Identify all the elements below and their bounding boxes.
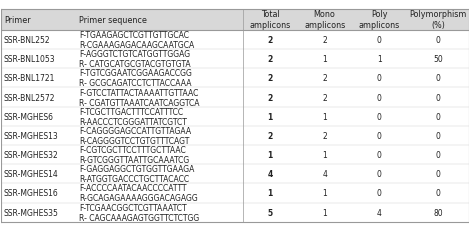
Text: F-TCGCTTGACTTTCCATTTCC: F-TCGCTTGACTTTCCATTTCC bbox=[80, 107, 183, 116]
Text: 1: 1 bbox=[267, 189, 273, 198]
Text: 4: 4 bbox=[322, 170, 327, 178]
Text: Primer: Primer bbox=[4, 16, 31, 25]
Text: R-GCAGAGAAAAGGGACAGAGG: R-GCAGAGAAAAGGGACAGAGG bbox=[80, 194, 198, 202]
Text: 0: 0 bbox=[436, 93, 440, 102]
Text: F-TGTCGGAATCGGAAGACCGG: F-TGTCGGAATCGGAAGACCGG bbox=[80, 69, 192, 78]
Text: 1: 1 bbox=[267, 151, 273, 159]
Text: Poly
amplicons: Poly amplicons bbox=[359, 10, 400, 30]
Text: 0: 0 bbox=[377, 112, 382, 121]
Text: SSR-BNL252: SSR-BNL252 bbox=[4, 36, 51, 45]
Text: SSR-MGHES35: SSR-MGHES35 bbox=[4, 208, 59, 217]
Text: F-TCGAACGGCTCGTTAAATCT: F-TCGAACGGCTCGTTAAATCT bbox=[80, 203, 187, 212]
Text: SSR-MGHES6: SSR-MGHES6 bbox=[4, 112, 54, 121]
Text: SSR-BNL1053: SSR-BNL1053 bbox=[4, 55, 55, 64]
Text: 0: 0 bbox=[436, 36, 440, 45]
Text: 0: 0 bbox=[436, 170, 440, 178]
Text: 2: 2 bbox=[267, 131, 273, 140]
Text: Mono
amplicons: Mono amplicons bbox=[304, 10, 345, 30]
Text: F-ACCCCAATACAACCCCATTT: F-ACCCCAATACAACCCCATTT bbox=[80, 184, 187, 193]
Text: 2: 2 bbox=[322, 36, 327, 45]
Text: R- CGATGTTAAATCAATCAGGTCA: R- CGATGTTAAATCAATCAGGTCA bbox=[80, 98, 200, 107]
Text: 0: 0 bbox=[436, 151, 440, 159]
Text: 2: 2 bbox=[267, 74, 273, 83]
Text: R-ATGGTGACCCTGCTTACACC: R-ATGGTGACCCTGCTTACACC bbox=[80, 175, 190, 183]
Text: R- CATGCATGCGTACGTGTGTA: R- CATGCATGCGTACGTGTGTA bbox=[80, 60, 191, 69]
Text: SSR-MGHES13: SSR-MGHES13 bbox=[4, 131, 59, 140]
Text: 50: 50 bbox=[433, 55, 443, 64]
Text: 0: 0 bbox=[377, 36, 382, 45]
Text: R-CGAAAGAGACAAGCAATGCA: R-CGAAAGAGACAAGCAATGCA bbox=[80, 41, 195, 50]
Text: 0: 0 bbox=[377, 131, 382, 140]
Text: SSR-MGHES14: SSR-MGHES14 bbox=[4, 170, 59, 178]
Text: SSR-BNL2572: SSR-BNL2572 bbox=[4, 93, 55, 102]
Text: 0: 0 bbox=[436, 189, 440, 198]
Text: SSR-BNL1721: SSR-BNL1721 bbox=[4, 74, 55, 83]
Text: 0: 0 bbox=[377, 189, 382, 198]
Text: 5: 5 bbox=[267, 208, 273, 217]
Bar bbox=[0, 10, 469, 31]
Text: 2: 2 bbox=[267, 93, 273, 102]
Text: 1: 1 bbox=[322, 55, 327, 64]
Text: Primer sequence: Primer sequence bbox=[80, 16, 147, 25]
Text: 1: 1 bbox=[322, 151, 327, 159]
Text: 1: 1 bbox=[322, 208, 327, 217]
Text: 0: 0 bbox=[377, 74, 382, 83]
Text: 80: 80 bbox=[433, 208, 443, 217]
Text: R- CAGCAAAGAGTGGTTCTCTGG: R- CAGCAAAGAGTGGTTCTCTGG bbox=[80, 213, 200, 222]
Text: F-TGAAGAGCTCGTTGTTGCAC: F-TGAAGAGCTCGTTGTTGCAC bbox=[80, 31, 190, 40]
Text: 0: 0 bbox=[377, 151, 382, 159]
Text: F-CGTCGCTTCCTTTGCTTAAC: F-CGTCGCTTCCTTTGCTTAAC bbox=[80, 146, 186, 154]
Text: 2: 2 bbox=[322, 93, 327, 102]
Text: F-CAGGGGAGCCATTGTTAGAA: F-CAGGGGAGCCATTGTTAGAA bbox=[80, 126, 191, 135]
Text: 0: 0 bbox=[377, 93, 382, 102]
Text: 0: 0 bbox=[377, 170, 382, 178]
Text: R-GTCGGGTTAATTGCAAATCG: R-GTCGGGTTAATTGCAAATCG bbox=[80, 155, 190, 164]
Text: 4: 4 bbox=[377, 208, 382, 217]
Text: 0: 0 bbox=[436, 74, 440, 83]
Text: 1: 1 bbox=[267, 112, 273, 121]
Text: 2: 2 bbox=[322, 74, 327, 83]
Text: Total
amplicons: Total amplicons bbox=[249, 10, 291, 30]
Text: 2: 2 bbox=[267, 55, 273, 64]
Text: 2: 2 bbox=[322, 131, 327, 140]
Text: 1: 1 bbox=[322, 112, 327, 121]
Text: 0: 0 bbox=[436, 131, 440, 140]
Text: SSR-MGHES16: SSR-MGHES16 bbox=[4, 189, 59, 198]
Text: 0: 0 bbox=[436, 112, 440, 121]
Text: R-AACCCTCGGGATTATCGTCT: R-AACCCTCGGGATTATCGTCT bbox=[80, 117, 187, 126]
Text: Polymorphism
(%): Polymorphism (%) bbox=[409, 10, 466, 30]
Text: R-CAGGGGTCCTGTGTTTCAGT: R-CAGGGGTCCTGTGTTTCAGT bbox=[80, 136, 190, 145]
Text: 1: 1 bbox=[322, 189, 327, 198]
Text: F-AGGGTCTGTCATGGTTGGAG: F-AGGGTCTGTCATGGTTGGAG bbox=[80, 50, 191, 59]
Text: R- GCGCAGATCCTCTTACCAAA: R- GCGCAGATCCTCTTACCAAA bbox=[80, 79, 192, 88]
Text: SSR-MGHES32: SSR-MGHES32 bbox=[4, 151, 59, 159]
Text: 4: 4 bbox=[267, 170, 273, 178]
Text: F-GAGGAGGCTGTGGTTGAAGA: F-GAGGAGGCTGTGGTTGAAGA bbox=[80, 165, 195, 174]
Text: 1: 1 bbox=[377, 55, 382, 64]
Text: 2: 2 bbox=[267, 36, 273, 45]
Text: F-GTCCTATTACTAAAATTGTTAAC: F-GTCCTATTACTAAAATTGTTAAC bbox=[80, 88, 199, 97]
